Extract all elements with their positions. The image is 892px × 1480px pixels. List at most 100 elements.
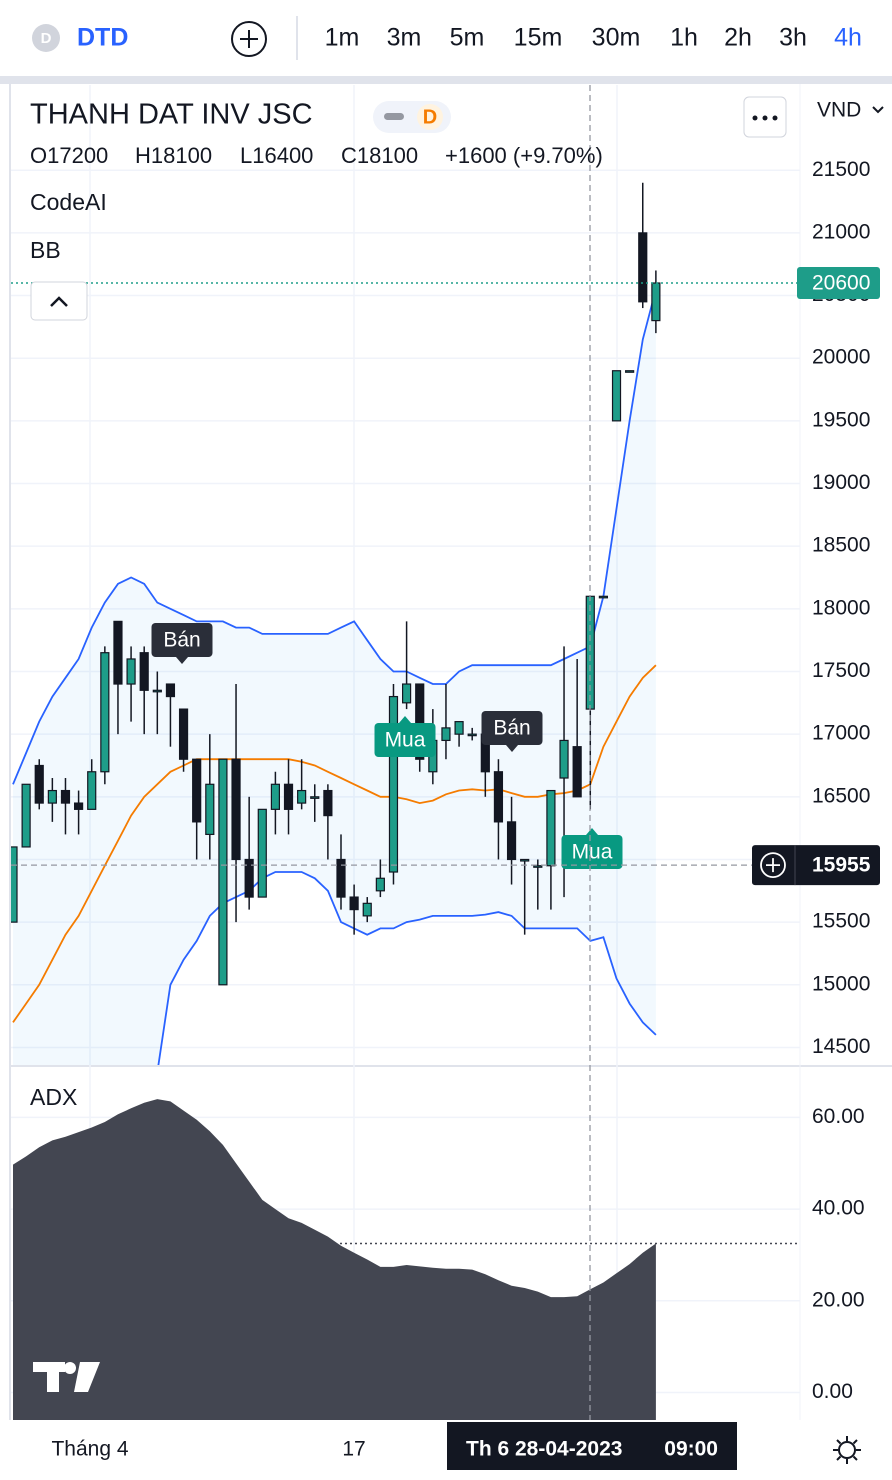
y-tick-label: 14500 [812,1035,870,1058]
timeframe[interactable]: 1m [325,24,360,52]
badge-dash [384,113,404,120]
y-tick-label: 60.00 [812,1105,865,1128]
collapse-icon [50,296,68,307]
y-tick-label: 21000 [812,220,870,243]
candle-body [651,282,661,322]
candle-body [349,896,359,911]
add-button[interactable] [231,21,267,57]
y-tick-label: 19000 [812,471,870,494]
crosshair-add-icon [766,858,780,873]
candle-body [165,683,176,698]
logo [33,1362,100,1392]
candle-body [467,733,477,737]
y-tick-label: 15500 [812,910,870,933]
signal-label: Bán [493,717,530,740]
candle-body [323,789,333,817]
ohlc-value: C18100 [341,143,418,168]
candle-body [415,683,425,760]
signal-pointer [399,716,411,723]
y-tick-label: 18500 [812,534,870,557]
timeframe[interactable]: 1h [670,24,698,52]
signal-label: Mua [572,841,613,864]
y-tick-label: 20.00 [812,1288,865,1311]
x-tick-label: 17 [342,1438,365,1461]
ohlc-value: H18100 [135,143,212,168]
candle-body [402,683,412,704]
crosshair-price-box [752,845,880,886]
y-tick-label: 16500 [812,784,870,807]
candle-body [34,764,44,804]
candle-body [388,695,399,873]
currency[interactable]: VND [817,99,861,122]
y-tick-label: 15000 [812,972,870,995]
timeframe[interactable]: 30m [592,24,641,52]
y-tick-label: 19500 [812,408,870,431]
signal-box [151,623,213,657]
crosshair-add[interactable] [760,852,786,879]
candle-body [297,789,307,804]
adx-area [13,1099,656,1420]
band-upper [12,289,657,785]
symbol-icon-text: D [41,30,52,47]
signal-pointer [586,828,598,835]
signal-box [374,723,436,757]
candle-body [598,595,609,599]
more-icon [752,115,778,121]
settings-button[interactable] [833,1436,861,1464]
ohlc-value: +1600 (+9.70%) [445,143,603,168]
candle-body [257,808,267,898]
collapse-button[interactable] [30,281,88,321]
timeframe[interactable]: 3m [387,24,422,52]
candle-body [611,370,622,422]
candle-body [362,902,372,917]
candle-body [493,771,504,823]
toolbar [0,0,892,76]
crosshair-clock: 09:00 [664,1438,718,1461]
candle-body [520,858,530,862]
ohlc-value: O17200 [30,143,108,168]
crosshair-time-box [447,1422,737,1470]
candle-body [218,758,228,986]
candle-body [113,620,123,685]
add-icon [240,30,258,48]
timeframe[interactable]: 2h [724,24,752,52]
indicator-label[interactable]: CodeAI [30,189,107,215]
y-tick-label: 21500 [812,158,870,181]
x-tick-label: Tháng 4 [51,1438,128,1461]
band-fill [13,289,656,1065]
crosshair-time: Th 6 28-04-2023 [466,1438,622,1461]
candle-body [283,783,294,810]
y-tick-label: 18000 [812,596,870,619]
candle-body [310,796,320,799]
signal-label: Bán [163,629,200,652]
last-price-box [797,267,880,300]
currency-caret [872,106,884,114]
candle-body [139,652,149,691]
candle-body [506,821,517,861]
candle-body [21,783,31,848]
signal-label: Mua [385,729,426,752]
pane-title[interactable]: ADX [30,1084,77,1110]
signal-pointer [176,657,188,664]
indicator-label[interactable]: BB [30,237,61,263]
timeframe[interactable]: 15m [514,24,563,52]
candle-body [454,721,464,735]
candle-body [572,746,582,798]
timeframe[interactable]: 3h [779,24,807,52]
candle-body [244,858,254,898]
symbol[interactable]: DTD [77,24,128,52]
candle-body [336,858,346,898]
last-price-label: 20600 [812,272,870,295]
timeframe[interactable]: 4h [834,24,862,52]
timeframe[interactable]: 5m [450,24,485,52]
band-lower [157,871,657,1065]
candle-body [533,865,543,868]
candle-body [87,771,97,810]
candle-body [559,739,569,779]
candle-body [100,652,110,773]
symbol-icon[interactable] [32,24,60,52]
candle-body [638,232,648,303]
candle-body [270,783,280,810]
y-tick-label: 20000 [812,346,870,369]
y-tick-label: 17500 [812,659,870,682]
